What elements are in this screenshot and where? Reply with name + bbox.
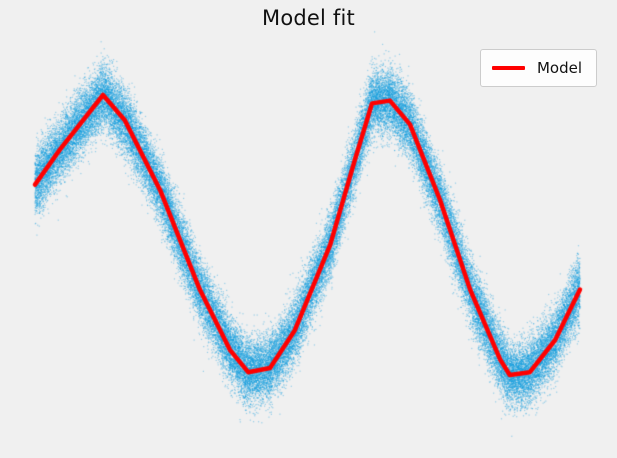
legend: Model [479,49,597,87]
legend-line-swatch [491,66,525,70]
legend-label: Model [536,59,582,77]
chart-title: Model fit [262,6,355,30]
